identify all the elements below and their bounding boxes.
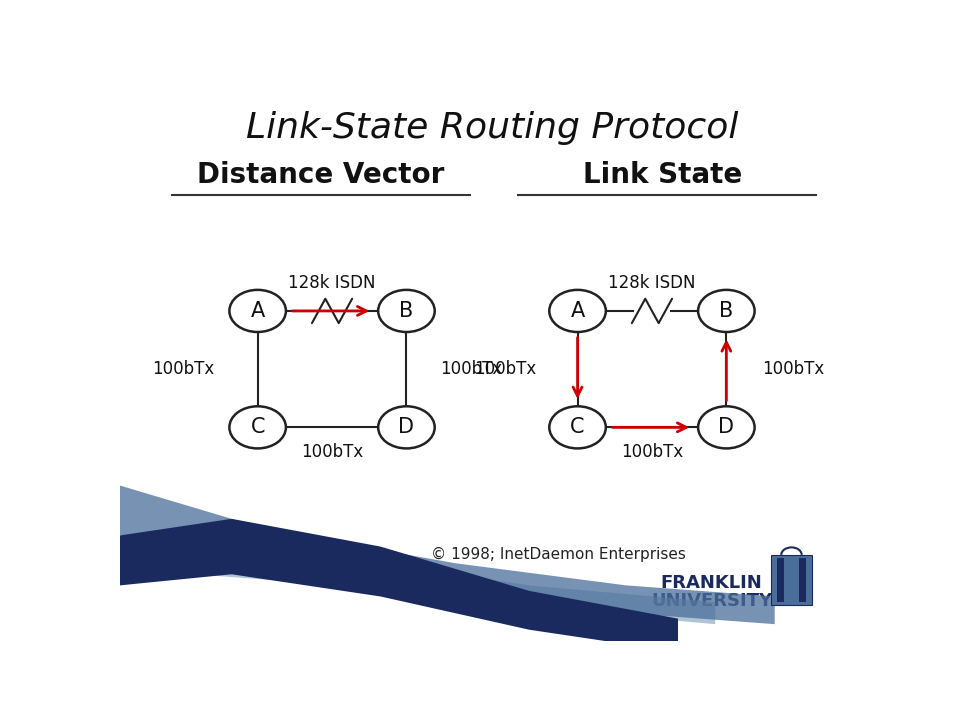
Text: 128k ISDN: 128k ISDN — [609, 274, 696, 292]
Circle shape — [698, 406, 755, 449]
Text: Distance Vector: Distance Vector — [197, 161, 444, 189]
Circle shape — [229, 406, 286, 449]
Text: © 1998; InetDaemon Enterprises: © 1998; InetDaemon Enterprises — [431, 547, 685, 562]
Text: 100bTx: 100bTx — [152, 360, 214, 378]
Text: 100bTx: 100bTx — [762, 360, 825, 378]
Text: 128k ISDN: 128k ISDN — [288, 274, 375, 292]
Text: B: B — [399, 301, 414, 321]
FancyBboxPatch shape — [771, 555, 812, 605]
Polygon shape — [120, 485, 775, 624]
Text: 100bTx: 100bTx — [621, 444, 684, 462]
Circle shape — [378, 290, 435, 332]
Text: FRANKLIN: FRANKLIN — [660, 574, 762, 592]
Circle shape — [229, 290, 286, 332]
Text: C: C — [251, 418, 265, 437]
Circle shape — [698, 290, 755, 332]
Text: D: D — [398, 418, 415, 437]
Text: 100bTx: 100bTx — [440, 360, 502, 378]
Polygon shape — [120, 519, 678, 652]
FancyBboxPatch shape — [799, 557, 806, 602]
Text: 100bTx: 100bTx — [474, 360, 537, 378]
Text: Link-State Routing Protocol: Link-State Routing Protocol — [246, 111, 738, 145]
Circle shape — [378, 406, 435, 449]
Text: C: C — [570, 418, 585, 437]
Circle shape — [549, 290, 606, 332]
Text: 100bTx: 100bTx — [300, 444, 363, 462]
FancyBboxPatch shape — [777, 557, 784, 602]
Text: A: A — [570, 301, 585, 321]
Text: B: B — [719, 301, 733, 321]
Text: A: A — [251, 301, 265, 321]
Circle shape — [549, 406, 606, 449]
Text: Link State: Link State — [584, 161, 743, 189]
Polygon shape — [120, 541, 715, 624]
Text: UNIVERSITY: UNIVERSITY — [651, 592, 772, 610]
Text: D: D — [718, 418, 734, 437]
